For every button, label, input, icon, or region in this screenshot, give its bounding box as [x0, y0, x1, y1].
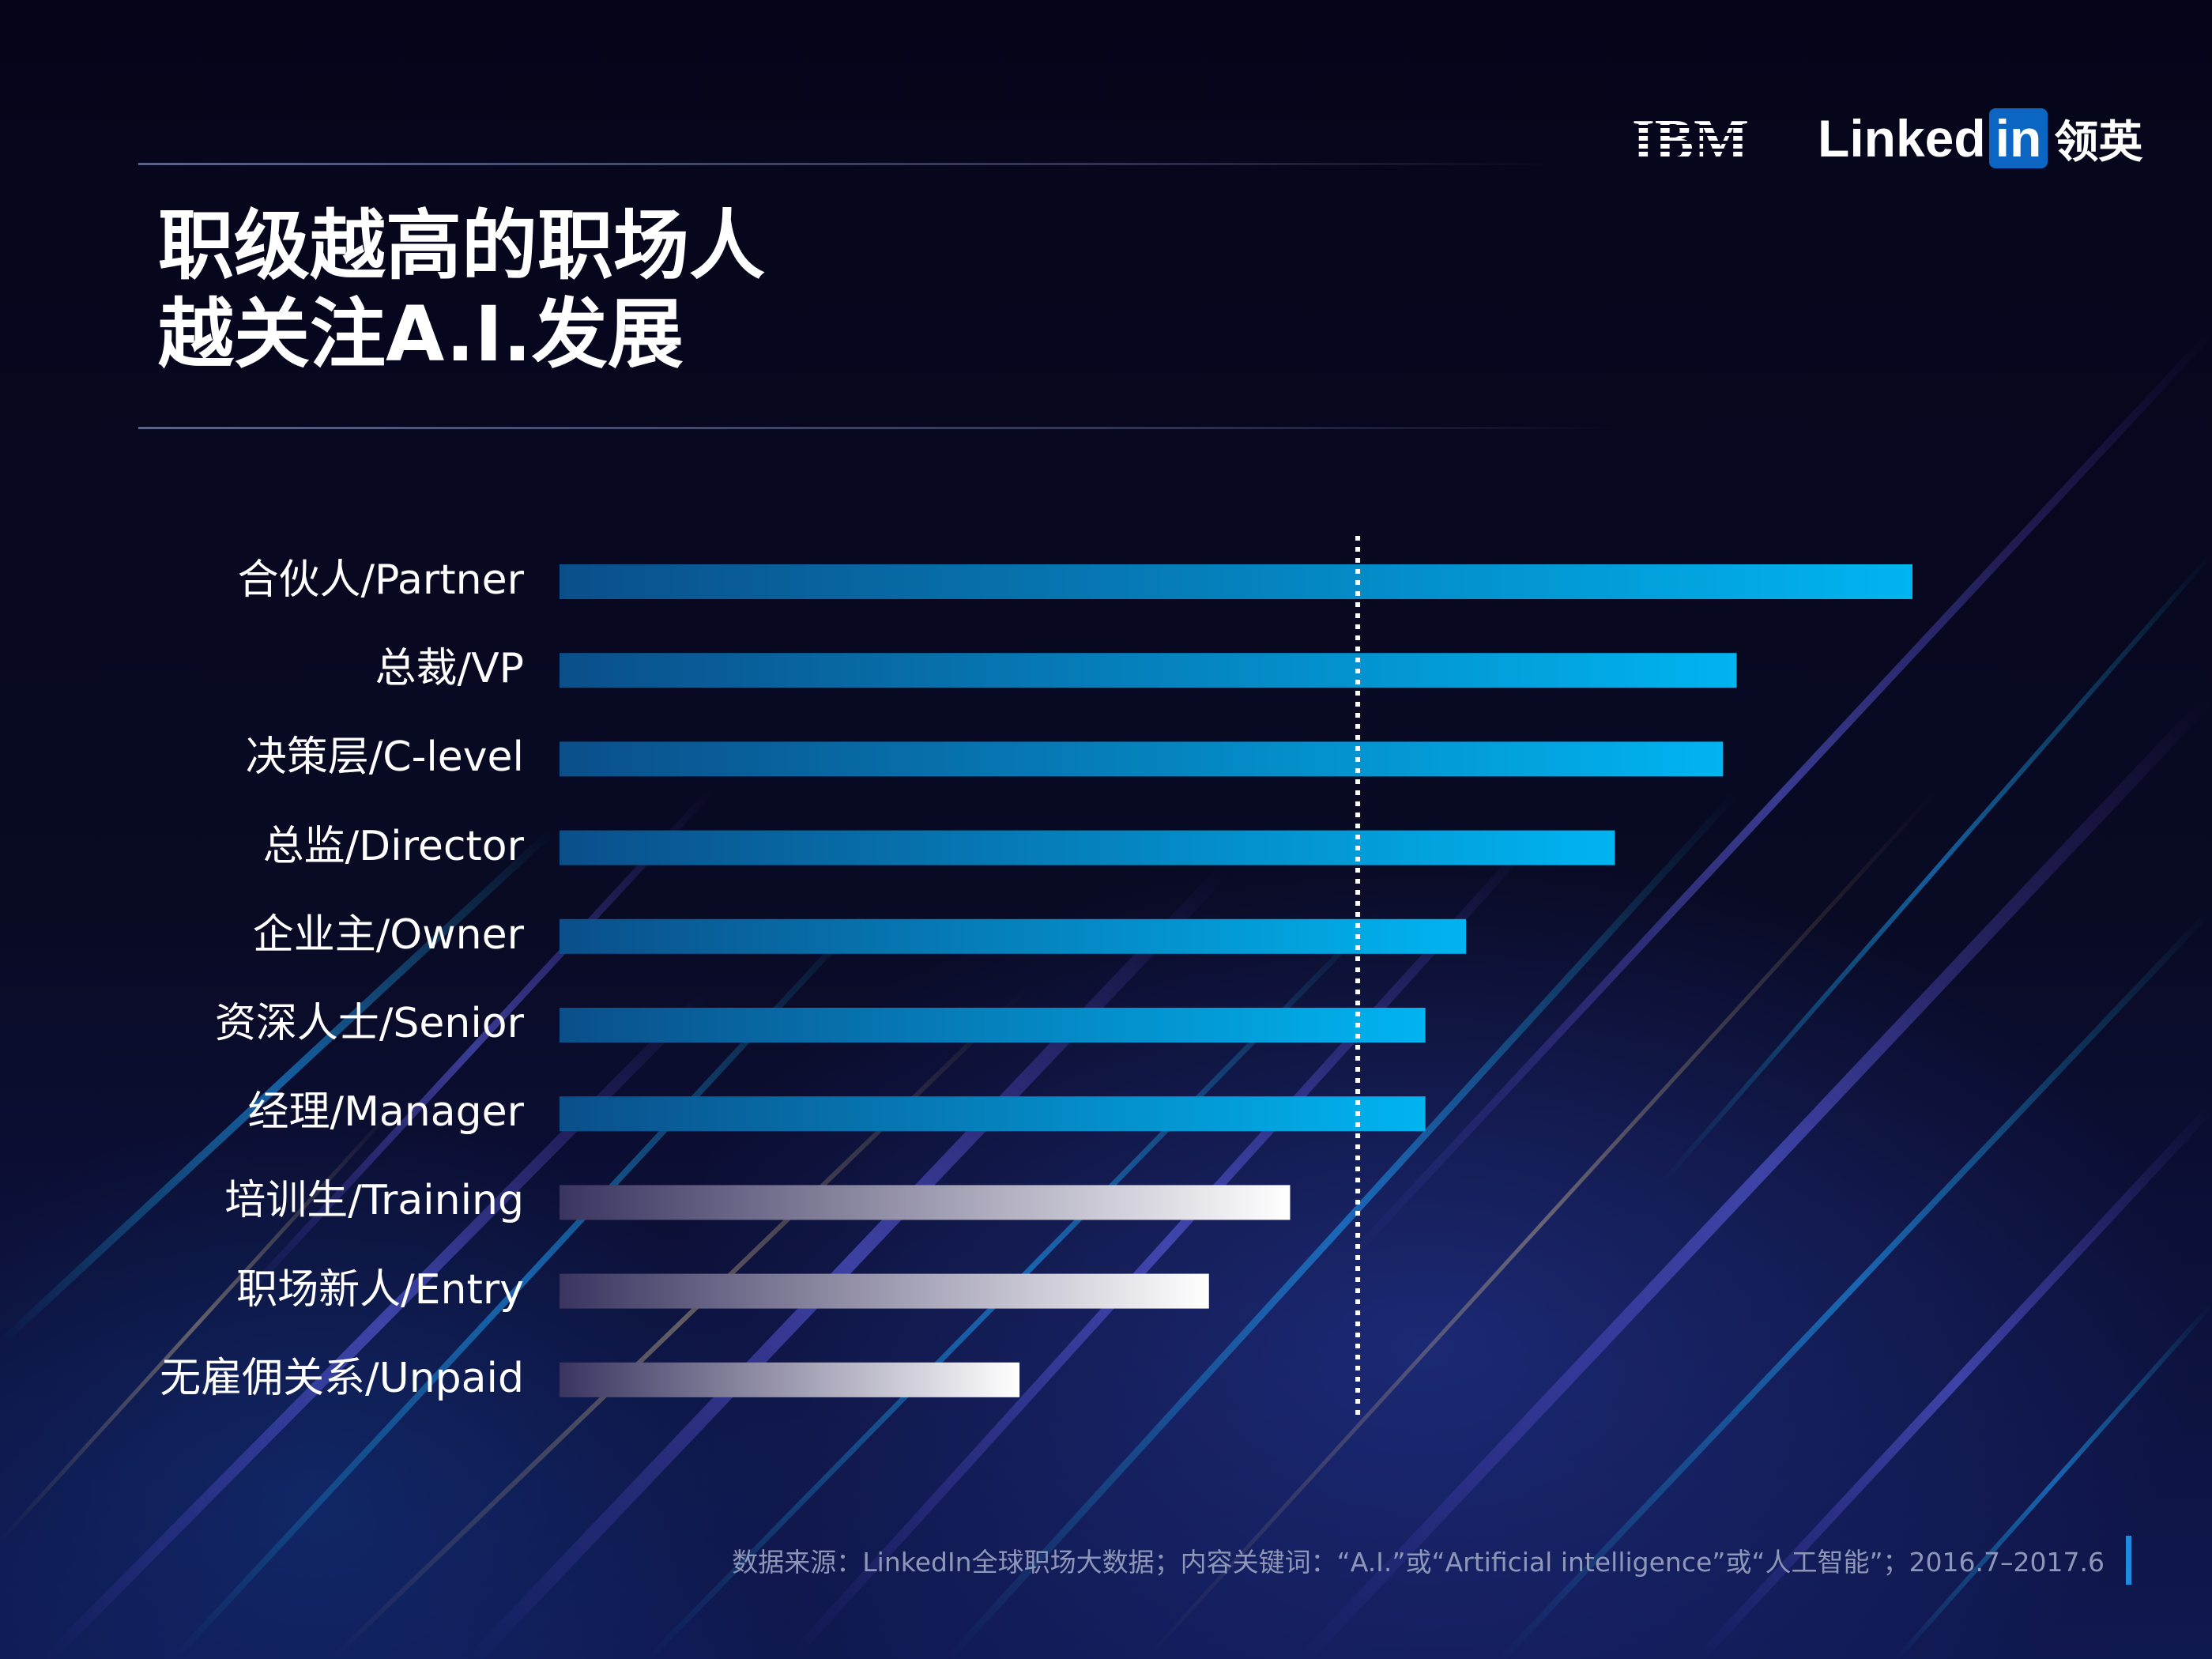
- category-label: 经理/Manager: [247, 1088, 524, 1137]
- category-label: 总裁/VP: [375, 645, 524, 693]
- bar-5: [560, 1008, 1426, 1043]
- category-label: 无雇佣关系/Unpaid: [160, 1354, 524, 1402]
- bar-0: [560, 564, 1912, 599]
- bar-7: [560, 1185, 1291, 1220]
- linkedin-logo-text: Linked: [1818, 109, 1986, 168]
- bar-1: [560, 653, 1737, 688]
- source-accent-bar: [2126, 1536, 2131, 1585]
- svg-text:IBM: IBM: [1632, 112, 1749, 168]
- ibm-logo: IBM: [1632, 112, 1749, 168]
- bar-6: [560, 1096, 1426, 1132]
- bar-4: [560, 918, 1467, 954]
- bar-2: [560, 741, 1724, 777]
- linkedin-logo: Linked in 领英: [1818, 103, 2142, 174]
- bar-3: [560, 830, 1615, 865]
- title-line-2: 越关注A.I.发展: [158, 290, 684, 379]
- linkedin-cn-text: 领英: [2054, 116, 2143, 167]
- category-label: 职场新人/Entry: [236, 1265, 524, 1314]
- category-label: 培训生/Training: [224, 1177, 524, 1225]
- linkedin-in-badge: in: [1988, 108, 2048, 168]
- category-label: 资深人士/Senior: [214, 1000, 524, 1047]
- bar-9: [560, 1362, 1020, 1397]
- category-label: 总监/Director: [262, 822, 524, 870]
- category-label: 决策层/C-level: [245, 733, 524, 782]
- page-title: 职级越高的职场人 越关注A.I.发展: [158, 202, 765, 379]
- top-divider: [138, 163, 1561, 165]
- category-label: 企业主/Owner: [252, 911, 524, 959]
- title-divider: [138, 427, 1624, 429]
- bar-8: [560, 1273, 1209, 1309]
- source-note: 数据来源：LinkedIn全球职场大数据；内容关键词：“A.I.”或“Artif…: [732, 1547, 2105, 1578]
- title-line-1: 职级越高的职场人: [158, 202, 765, 290]
- category-label: 合伙人/Partner: [237, 556, 524, 604]
